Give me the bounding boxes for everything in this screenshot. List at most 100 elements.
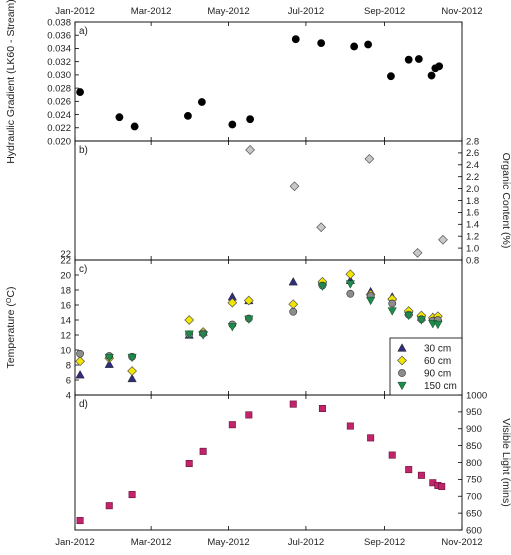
y-tick-label-left: 6 — [66, 375, 71, 386]
x-tick-label-top: Jan-2012 — [55, 6, 95, 17]
y-tick-label-left: 4 — [66, 390, 71, 401]
data-point-panel-2 — [316, 222, 327, 233]
y-tick-label-left: 18 — [60, 285, 71, 296]
panel-label: a) — [79, 26, 88, 37]
data-point-panel-1 — [435, 62, 444, 71]
data-point-60-cm — [184, 315, 195, 325]
panel-frame-2 — [74, 140, 463, 261]
data-point-30-cm — [288, 277, 298, 286]
data-point-panel-4 — [367, 434, 375, 442]
y-tick-label-left: 0.028 — [47, 83, 71, 94]
data-point-30-cm — [127, 373, 137, 383]
data-point-panel-1 — [228, 120, 237, 129]
panel-label: c) — [79, 264, 87, 275]
x-tick-label-top: Jul-2012 — [288, 6, 324, 17]
data-point-150-cm — [104, 353, 114, 363]
legend-marker — [397, 381, 407, 391]
y-tick-label-left: 0.032 — [47, 57, 71, 68]
data-point-panel-4 — [76, 517, 84, 525]
y-tick-label-right: 1.0 — [466, 243, 479, 254]
y-tick-label-left: 12 — [60, 330, 71, 341]
data-point-150-cm — [317, 282, 328, 291]
data-point-150-cm — [198, 331, 208, 340]
y-tick-label-right: 900 — [466, 424, 482, 435]
data-point-150-cm — [244, 315, 254, 324]
y-axis-title-left: Temperature (OC) — [5, 287, 17, 369]
data-point-panel-1 — [414, 55, 423, 63]
data-point-panel-4 — [199, 447, 207, 455]
y-tick-label-right: 2.8 — [466, 136, 479, 147]
y-tick-label-right: 600 — [466, 525, 482, 536]
data-point-panel-4 — [185, 460, 193, 468]
legend-marker — [397, 355, 407, 366]
x-tick-label-top: Sep-2012 — [364, 6, 405, 17]
data-point-60-cm — [127, 366, 137, 376]
y-tick-label-right: 1.2 — [466, 232, 479, 243]
legend-marker — [397, 343, 407, 352]
data-point-60-cm — [243, 295, 254, 306]
y-tick-label-right: 2.0 — [466, 184, 479, 195]
y-tick-label-left: 0.024 — [47, 110, 71, 121]
data-point-90-cm — [289, 307, 298, 316]
y-tick-label-left: 10 — [60, 345, 71, 356]
data-point-150-cm — [433, 320, 443, 330]
legend-label: 60 cm — [424, 356, 451, 367]
y-tick-label-right: 700 — [466, 492, 482, 503]
y-tick-label-right: 1.6 — [466, 208, 479, 219]
y-tick-label-left: 0.036 — [47, 31, 71, 42]
data-point-150-cm — [366, 296, 376, 306]
y-tick-label-right: 650 — [466, 508, 482, 519]
data-point-panel-1 — [387, 72, 395, 81]
x-tick-label-top: Nov-2012 — [441, 6, 482, 17]
panel-label: d) — [79, 399, 88, 410]
data-point-panel-2 — [289, 181, 300, 192]
legend-marker — [398, 369, 406, 377]
y-tick-label-right: 2.6 — [466, 148, 479, 159]
data-point-panel-1 — [184, 111, 192, 120]
y-axis-title-left: Hydraulic Gradient (LK60 - Stream) — [5, 0, 17, 164]
y-tick-label-right: 800 — [466, 458, 482, 469]
y-axis-title-right: Visible Light (mins) — [500, 418, 511, 507]
y-tick-label-left: 22 — [60, 249, 71, 260]
data-point-panel-1 — [404, 55, 413, 64]
data-point-90-cm — [346, 289, 355, 298]
legend-label: 150 cm — [424, 381, 457, 392]
x-tick-label-bottom: Jul-2012 — [288, 537, 324, 548]
x-tick-label-bottom: Nov-2012 — [441, 537, 482, 548]
data-point-panel-1 — [350, 42, 359, 51]
data-point-panel-4 — [128, 491, 136, 499]
y-tick-label-left: 0.020 — [47, 136, 71, 147]
y-tick-label-right: 2.4 — [466, 160, 479, 171]
data-point-panel-1 — [291, 35, 300, 44]
y-tick-label-right: 2.2 — [466, 172, 479, 183]
data-point-60-cm — [75, 356, 85, 367]
data-point-panel-4 — [346, 422, 354, 430]
x-tick-label-bottom: Jan-2012 — [55, 537, 95, 548]
y-tick-label-right: 1.8 — [466, 196, 479, 207]
data-point-150-cm — [345, 280, 355, 289]
data-point-panel-4 — [318, 404, 326, 412]
data-point-panel-4 — [438, 482, 446, 490]
data-point-150-cm — [227, 323, 237, 332]
data-point-30-cm — [104, 359, 114, 368]
y-tick-label-left: 14 — [60, 315, 71, 326]
y-tick-label-right: 850 — [466, 441, 482, 452]
data-point-panel-4 — [228, 421, 236, 429]
y-tick-label-left: 0.022 — [47, 123, 71, 134]
y-tick-label-left: 0.030 — [47, 70, 71, 81]
data-point-panel-2 — [364, 153, 375, 164]
data-point-panel-4 — [289, 400, 297, 408]
data-point-90-cm — [388, 299, 397, 308]
y-tick-label-right: 1.4 — [466, 220, 479, 231]
x-tick-label-bottom: Mar-2012 — [131, 537, 172, 548]
x-tick-label-top: Mar-2012 — [131, 6, 172, 17]
y-tick-label-left: 16 — [60, 300, 71, 311]
data-point-panel-1 — [364, 40, 373, 49]
data-point-panel-4 — [405, 466, 413, 474]
legend-label: 30 cm — [424, 344, 451, 355]
x-tick-label-bottom: May-2012 — [207, 537, 249, 548]
x-tick-label-bottom: Sep-2012 — [364, 537, 405, 548]
x-tick-label-top: May-2012 — [207, 6, 249, 17]
